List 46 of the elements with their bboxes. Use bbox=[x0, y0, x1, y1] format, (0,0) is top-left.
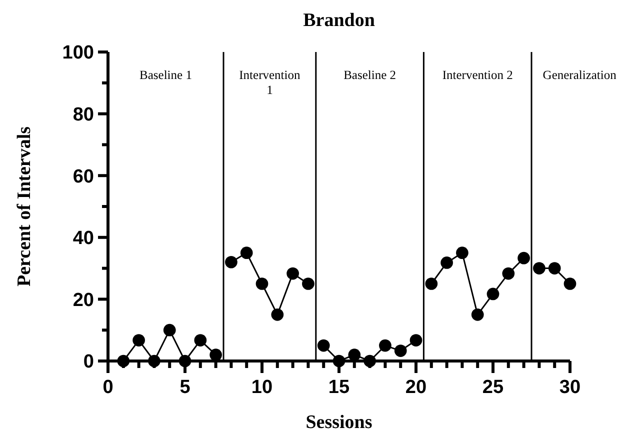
chart-title: Brandon bbox=[303, 10, 376, 31]
point bbox=[486, 288, 500, 300]
y-axis-title: Percent of Intervals bbox=[14, 126, 35, 287]
point bbox=[379, 339, 392, 352]
point bbox=[440, 256, 453, 269]
point bbox=[518, 252, 530, 264]
x-tick-label: 20 bbox=[405, 377, 427, 398]
annotation: Generalization bbox=[542, 68, 618, 82]
point bbox=[533, 262, 546, 274]
point bbox=[210, 348, 222, 361]
annotation: Baseline 1 bbox=[140, 68, 192, 82]
point bbox=[548, 262, 561, 274]
point bbox=[132, 334, 145, 346]
y-tick-label: 40 bbox=[72, 228, 94, 250]
point bbox=[502, 267, 515, 280]
x-tick-label: 30 bbox=[559, 377, 581, 398]
point bbox=[394, 344, 407, 357]
y-tick-label: 60 bbox=[72, 166, 94, 188]
point bbox=[425, 278, 438, 290]
annotation: Intervention 1 bbox=[239, 68, 301, 97]
x-tick-label: 5 bbox=[180, 377, 191, 398]
point bbox=[348, 348, 361, 361]
y-tick-label: 100 bbox=[62, 42, 94, 64]
point bbox=[317, 339, 330, 352]
y-tick-label: 0 bbox=[83, 352, 94, 373]
x-tick-label: 25 bbox=[482, 377, 504, 398]
y-tick-label: 20 bbox=[72, 290, 94, 311]
x-tick-label: 10 bbox=[251, 377, 273, 398]
point bbox=[271, 308, 284, 321]
point bbox=[163, 324, 176, 336]
point bbox=[410, 334, 422, 346]
point bbox=[456, 246, 468, 260]
x-axis-title: Sessions bbox=[306, 412, 372, 433]
point bbox=[240, 246, 253, 260]
point bbox=[256, 278, 268, 290]
point bbox=[564, 278, 576, 290]
annotation: Baseline 2 bbox=[344, 68, 396, 82]
x-tick-label: 0 bbox=[102, 377, 114, 398]
point bbox=[302, 278, 314, 290]
point bbox=[471, 308, 484, 321]
point bbox=[225, 256, 238, 268]
annotation: Intervention 2 bbox=[442, 68, 513, 82]
x-tick-label: 15 bbox=[328, 377, 350, 398]
point bbox=[286, 267, 299, 280]
y-tick-label: 80 bbox=[72, 104, 94, 126]
point bbox=[194, 334, 207, 346]
